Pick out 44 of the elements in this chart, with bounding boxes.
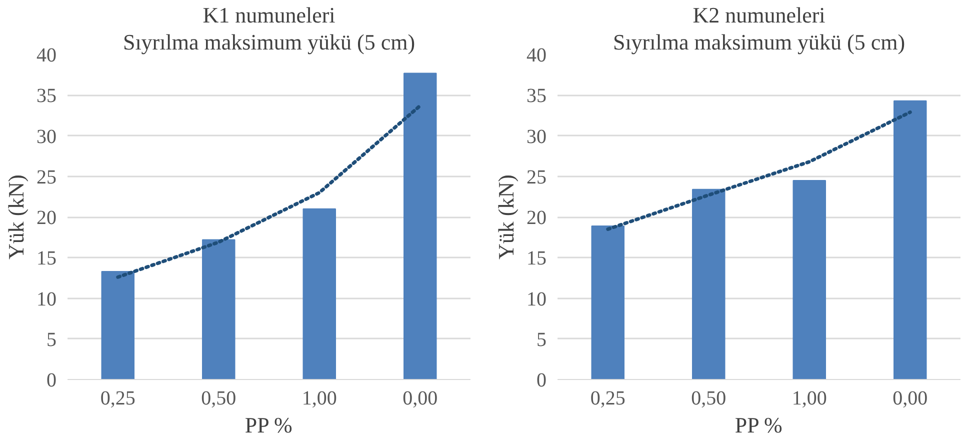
y-axis-title: Yük (kN) — [4, 174, 28, 260]
x-tick-label: 1,00 — [302, 388, 337, 410]
bar — [692, 188, 726, 380]
y-axis-title: Yük (kN) — [494, 174, 518, 260]
bar — [792, 180, 826, 380]
x-tick-label: 1,00 — [792, 388, 827, 410]
y-tick-label: 30 — [36, 126, 56, 148]
y-tick-label: 0 — [46, 370, 56, 392]
y-tick-label: 35 — [36, 85, 56, 108]
x-tick-label: 0,00 — [892, 388, 928, 410]
bar — [404, 72, 437, 380]
y-tick-label: 25 — [526, 166, 546, 188]
y-tick-label: 15 — [526, 248, 546, 270]
x-tick-label: 0,25 — [590, 388, 626, 410]
y-tick-label: 40 — [36, 44, 56, 66]
line-series — [116, 104, 422, 279]
y-tick-label: 5 — [46, 328, 56, 351]
x-axis-title: PP % — [734, 412, 782, 438]
y-tick-label: 35 — [526, 85, 546, 108]
y-tick-label: 25 — [36, 166, 56, 188]
x-tick-label: 0,50 — [691, 388, 726, 410]
y-tick-label: 20 — [526, 207, 546, 229]
bar — [302, 208, 336, 380]
y-tick-label: 40 — [526, 44, 546, 66]
bar — [101, 270, 134, 380]
chart-title: K2 numuneleri — [692, 2, 826, 28]
chart-subtitle: Sıyrılma maksimum yükü (5 cm) — [612, 30, 906, 54]
x-tick-label: 0,00 — [402, 388, 438, 410]
x-axis-title: PP % — [244, 412, 292, 438]
line-series — [606, 110, 912, 231]
y-tick-label: 5 — [536, 328, 546, 351]
chart-title: K1 numuneleri — [202, 2, 336, 28]
y-tick-label: 15 — [36, 248, 56, 270]
x-tick-label: 0,50 — [201, 388, 236, 410]
bar — [591, 225, 624, 380]
y-tick-label: 0 — [536, 370, 546, 392]
bar — [202, 239, 236, 380]
y-tick-label: 10 — [526, 288, 546, 310]
bar — [894, 100, 927, 380]
x-tick-label: 0,25 — [100, 388, 136, 410]
y-tick-label: 30 — [526, 126, 546, 148]
y-tick-label: 20 — [36, 207, 56, 229]
chart-subtitle: Sıyrılma maksimum yükü (5 cm) — [122, 30, 416, 54]
y-tick-label: 10 — [36, 288, 56, 310]
